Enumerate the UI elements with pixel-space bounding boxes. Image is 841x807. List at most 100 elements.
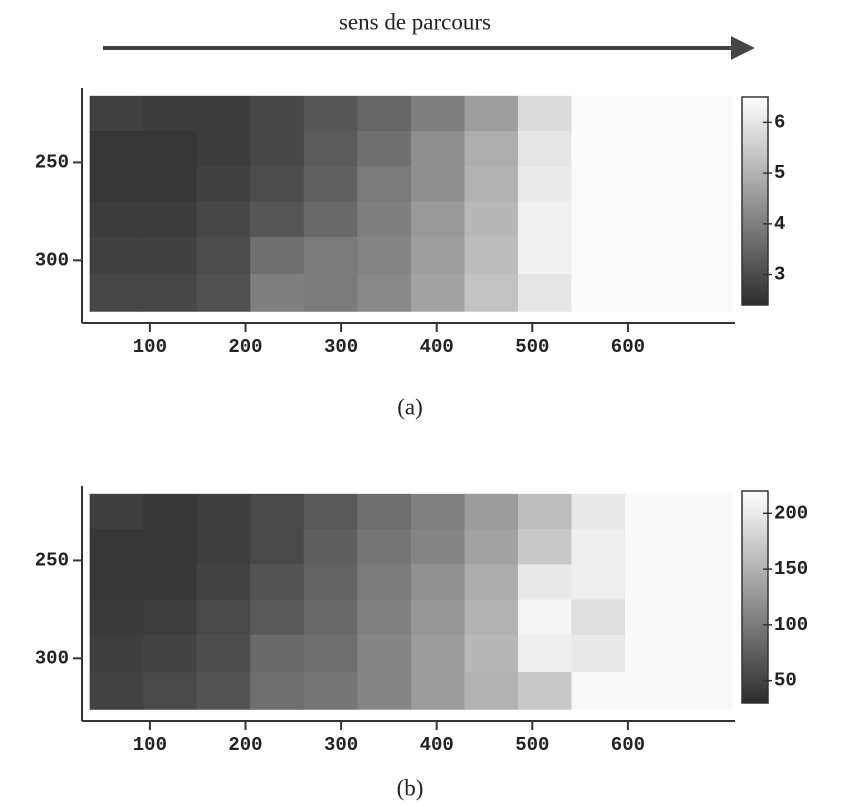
heatmap-cell: [571, 236, 626, 275]
heatmap-cell: [571, 95, 626, 132]
colorbar-tick-label: 5: [774, 162, 785, 184]
colorbar-tick-label: 50: [774, 670, 797, 692]
heatmap-cell: [464, 599, 519, 636]
heatmap-cell: [678, 274, 733, 312]
heatmap-cell: [517, 166, 573, 203]
heatmap-cell: [89, 201, 144, 238]
heatmap-cell: [410, 201, 465, 238]
heatmap-cell: [625, 131, 680, 167]
y-tick-label: 250: [35, 151, 69, 173]
heatmap-cell: [143, 672, 198, 710]
heatmap-cell: [303, 529, 358, 565]
heatmap-cell: [464, 634, 519, 673]
heatmap-cell: [250, 201, 305, 238]
heatmap-cell: [303, 564, 358, 601]
heatmap-cell: [250, 236, 305, 275]
heatmap-cell: [678, 672, 733, 710]
colorbar-tick-label: 100: [774, 614, 808, 636]
heatmap-cell: [410, 493, 465, 530]
heatmap-cell: [517, 529, 573, 565]
heatmap-cell: [571, 131, 626, 167]
heatmap-cell: [196, 634, 251, 673]
heatmap-cell: [678, 166, 733, 203]
heatmap-cell: [196, 131, 251, 167]
heatmap-cell: [625, 599, 680, 636]
colorbar-tick-label: 4: [774, 213, 785, 235]
heatmap-cell: [571, 166, 626, 203]
heatmap-cell: [410, 564, 465, 601]
heatmap-cell: [517, 95, 573, 132]
x-tick-label: 200: [228, 734, 262, 756]
heatmap-cell: [357, 95, 412, 132]
heatmap-cell: [678, 201, 733, 238]
heatmap-cell: [250, 131, 305, 167]
heatmap-cell: [678, 599, 733, 636]
heatmap-cell: [196, 166, 251, 203]
heatmap-cell: [303, 634, 358, 673]
heatmap-cell: [517, 493, 573, 530]
heatmap-cell: [143, 95, 198, 132]
heatmap-cell: [303, 599, 358, 636]
heatmap-cell: [517, 634, 573, 673]
heatmap-cell: [357, 672, 412, 710]
heatmap-cell: [303, 236, 358, 275]
y-tick-label: 250: [35, 549, 69, 571]
heatmap-cell: [250, 672, 305, 710]
colorbar-tick-label: 3: [774, 264, 785, 286]
x-tick-label: 600: [611, 336, 645, 358]
heatmap-cell: [571, 274, 626, 312]
heatmap-cell: [678, 634, 733, 673]
heatmap-cell: [625, 274, 680, 312]
heatmap-cell: [625, 201, 680, 238]
heatmap-cell: [464, 166, 519, 203]
heatmap-cell: [250, 166, 305, 203]
y-tick-label: 300: [35, 647, 69, 669]
heatmap-cell: [357, 236, 412, 275]
heatmap-cell: [143, 131, 198, 167]
heatmap-cell: [410, 236, 465, 275]
heatmap-cell: [196, 493, 251, 530]
heatmap-cell: [464, 672, 519, 710]
heatmap-cell: [625, 634, 680, 673]
heatmap-cell: [571, 634, 626, 673]
x-tick-label: 400: [420, 734, 454, 756]
heatmap-cell: [303, 95, 358, 132]
heatmap-cell: [250, 274, 305, 312]
heatmap-cell: [517, 599, 573, 636]
heatmap-cell: [464, 529, 519, 565]
heatmap-cell: [517, 236, 573, 275]
heatmap-cell: [303, 131, 358, 167]
annotation: sens de parcours: [339, 9, 491, 34]
colorbar-tick-label: 6: [774, 111, 785, 133]
colorbar: [741, 490, 769, 704]
heatmap-cell: [303, 274, 358, 312]
heatmap-cell: [625, 166, 680, 203]
heatmap-cell: [89, 274, 144, 312]
heatmap-cell: [196, 236, 251, 275]
heatmap-cell: [464, 274, 519, 312]
heatmap-cell: [678, 564, 733, 601]
heatmap-cell: [143, 564, 198, 601]
heatmap-cell: [678, 493, 733, 530]
heatmap-cell: [89, 493, 144, 530]
heatmap-cell: [678, 95, 733, 132]
heatmap-cell: [196, 274, 251, 312]
heatmap-cell: [303, 201, 358, 238]
heatmap-cell: [357, 564, 412, 601]
heatmap-cell: [196, 564, 251, 601]
heatmap-cell: [250, 564, 305, 601]
heatmap-cell: [571, 493, 626, 530]
heatmap-cell: [89, 131, 144, 167]
heatmap-cell: [517, 131, 573, 167]
heatmap-cell: [625, 95, 680, 132]
colorbar-tick-label: 200: [774, 502, 808, 524]
heatmap-cell: [250, 599, 305, 636]
x-tick-label: 600: [611, 734, 645, 756]
heatmap-cell: [410, 166, 465, 203]
heatmap-cell: [357, 201, 412, 238]
heatmap-cell: [250, 529, 305, 565]
heatmap-cell: [89, 166, 144, 203]
x-tick-label: 100: [133, 734, 167, 756]
heatmap-cell: [357, 634, 412, 673]
